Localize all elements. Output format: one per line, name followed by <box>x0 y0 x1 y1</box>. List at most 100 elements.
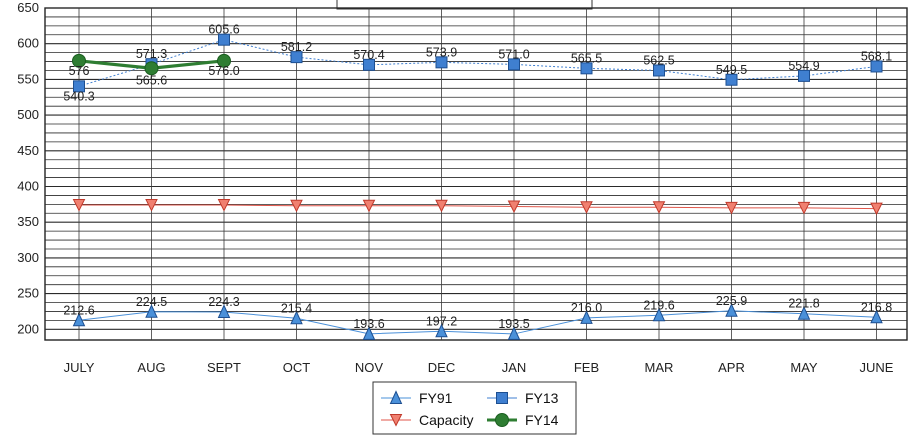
y-tick-label: 250 <box>17 286 39 301</box>
data-label-fy14: 565.6 <box>136 73 167 87</box>
x-tick-label: JUNE <box>860 360 894 375</box>
point-capacity <box>580 201 593 214</box>
series-line-fy13 <box>78 39 877 87</box>
y-tick-label: 400 <box>17 178 39 193</box>
point-fy91 <box>652 307 666 322</box>
y-tick-label: 350 <box>17 214 39 229</box>
point-fy91 <box>580 310 593 324</box>
data-label-fy13: 554.9 <box>788 59 819 73</box>
data-label-fy91: 212.6 <box>63 303 94 317</box>
point-fy14 <box>72 53 86 68</box>
axes: 650 600 550 500 450 400 350 300 250 200 JULY AUG SEP… <box>17 0 894 375</box>
point-fy91 <box>362 326 376 340</box>
data-label-fy91: 221.8 <box>788 297 819 311</box>
point-capacity <box>507 200 521 214</box>
data-label-fy91: 197.2 <box>426 314 457 328</box>
point-capacity <box>72 199 86 212</box>
data-label-fy91: 216.8 <box>861 300 892 314</box>
y-tick-label: 300 <box>17 250 39 265</box>
legend-label-fy13: FY13 <box>525 390 559 406</box>
legend-label-fy91: FY91 <box>419 390 453 406</box>
data-label-fy13: 549.5 <box>716 63 747 77</box>
data-label-fy91: 216.0 <box>571 301 602 315</box>
data-label-fy91: 224.5 <box>136 295 167 309</box>
x-tick-label: MAR <box>645 360 674 375</box>
y-tick-label: 550 <box>17 71 39 86</box>
data-label-fy91: 215.4 <box>281 301 312 315</box>
point-capacity <box>725 201 738 215</box>
series-line-fy91 <box>78 310 877 335</box>
x-tick-label: JULY <box>64 360 95 375</box>
point-fy13 <box>798 69 810 82</box>
point-fy13 <box>580 62 593 75</box>
point-capacity <box>870 202 883 216</box>
point-fy91 <box>290 310 303 325</box>
point-fy91 <box>435 323 448 338</box>
point-fy13 <box>73 80 85 93</box>
data-label-fy13: 571.3 <box>136 47 167 61</box>
data-label-fy91: 193.5 <box>498 317 529 331</box>
x-tick-label: APR <box>718 360 745 375</box>
legend-marker-fy14 <box>495 413 509 427</box>
point-capacity <box>145 199 158 212</box>
data-label-fy13: 573.9 <box>426 45 457 59</box>
legend-marker-fy13 <box>496 392 508 404</box>
legend-label-fy14: FY14 <box>525 412 559 428</box>
legend-marker-capacity <box>389 414 403 427</box>
x-tick-label: AUG <box>137 360 165 375</box>
y-tick-label: 600 <box>17 36 39 51</box>
point-capacity <box>435 199 448 213</box>
point-fy14 <box>217 53 231 68</box>
legend-marker-fy91 <box>389 390 403 404</box>
data-label-fy13: 605.6 <box>208 23 239 37</box>
point-fy91 <box>145 304 158 318</box>
y-tick-label: 500 <box>17 107 39 122</box>
y-tick-label: 650 <box>17 0 39 15</box>
point-fy14 <box>144 61 159 76</box>
grid <box>44 7 908 341</box>
legend: FY91 FY13 Capacity FY14 <box>372 381 577 435</box>
point-fy13 <box>508 58 520 71</box>
series <box>72 33 883 340</box>
data-label-fy13: 565.5 <box>571 51 602 65</box>
point-capacity <box>290 199 303 213</box>
y-tick-label: 200 <box>17 321 39 336</box>
point-fy91 <box>72 312 86 327</box>
x-tick-label: DEC <box>428 360 455 375</box>
point-capacity <box>217 199 231 212</box>
x-tick-label: NOV <box>355 360 384 375</box>
data-label-fy91: 224.3 <box>208 295 239 309</box>
point-capacity <box>797 201 811 215</box>
data-label-fy14: 576 <box>69 64 90 78</box>
point-fy91 <box>507 326 521 340</box>
point-fy13 <box>725 73 738 86</box>
data-labels: 212.6 224.5 224.3 215.4 193.6 197.2 193.5 216.0… <box>63 23 892 331</box>
top-box-fragment <box>336 0 593 10</box>
point-fy13 <box>870 60 883 73</box>
series-line-capacity <box>79 204 877 210</box>
y-tick-label: 450 <box>17 143 39 158</box>
data-label-fy13: 581.2 <box>281 40 312 54</box>
point-capacity <box>362 199 376 213</box>
data-label-fy91: 225.9 <box>716 294 747 308</box>
data-label-fy14: 576.0 <box>208 64 239 78</box>
point-fy13 <box>290 51 303 64</box>
data-label-fy91: 193.6 <box>353 317 384 331</box>
data-label-fy13: 568.1 <box>861 49 892 63</box>
x-tick-label: MAY <box>790 360 818 375</box>
point-fy13 <box>363 58 375 71</box>
x-tick-label: FEB <box>574 360 599 375</box>
point-capacity <box>652 201 666 214</box>
point-fy13 <box>218 33 230 46</box>
legend-box <box>372 381 577 435</box>
data-label-fy13: 571.0 <box>498 47 529 61</box>
data-label-fy13: 570.4 <box>353 48 384 62</box>
x-tick-label: OCT <box>283 360 311 375</box>
point-fy91 <box>870 309 883 324</box>
point-fy91 <box>797 306 811 320</box>
x-tick-label: SEPT <box>207 360 241 375</box>
point-fy91 <box>217 304 231 318</box>
legend-label-capacity: Capacity <box>419 412 473 428</box>
